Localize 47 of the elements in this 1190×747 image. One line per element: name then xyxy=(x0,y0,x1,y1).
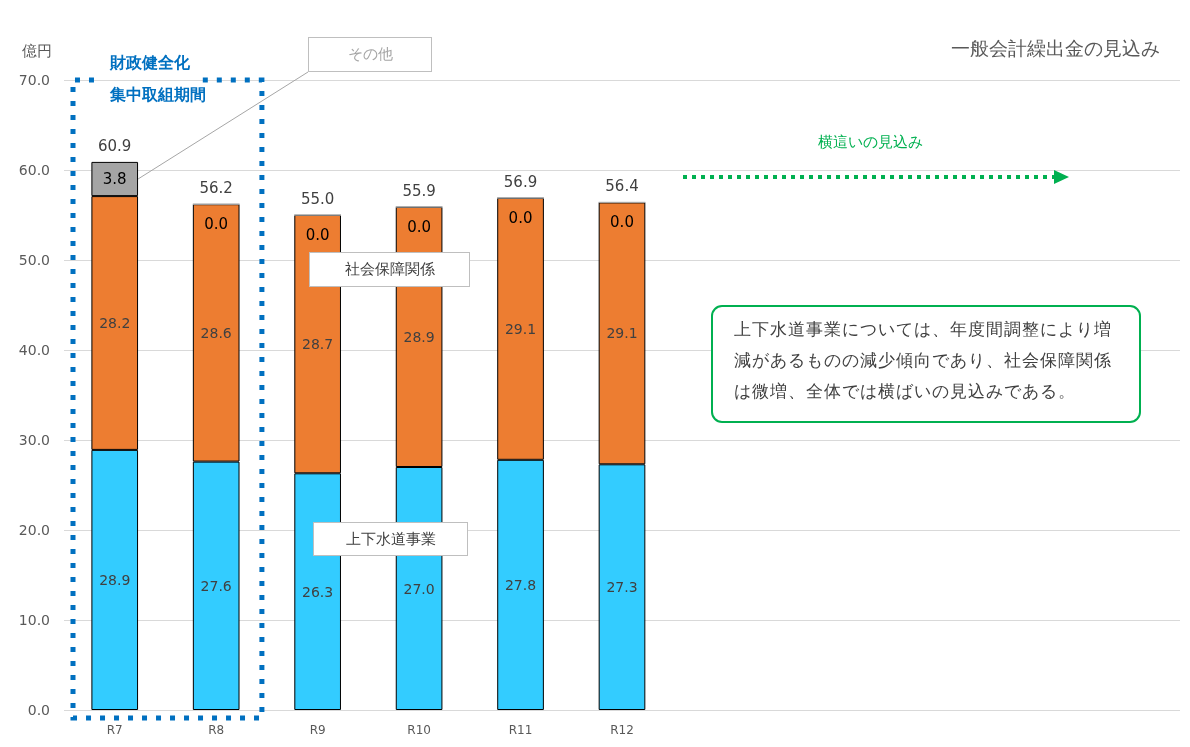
y-tick-label: 30.0 xyxy=(18,432,50,448)
x-tick-label: R12 xyxy=(610,723,634,737)
y-tick-label: 40.0 xyxy=(18,342,50,358)
data-label: 27.8 xyxy=(504,576,537,593)
data-label: 27.3 xyxy=(606,579,638,596)
data-label: 26.3 xyxy=(302,583,334,600)
y-axis-title: 億円 xyxy=(22,41,52,60)
total-label: 56.4 xyxy=(605,177,639,196)
chart-title: 一般会計繰出金の見込み xyxy=(951,36,1160,59)
y-tick-label: 0.0 xyxy=(27,702,50,718)
data-label: 0.0 xyxy=(508,208,533,227)
total-label: 55.9 xyxy=(402,181,436,200)
data-label: 28.9 xyxy=(99,571,131,588)
callout-box: 社会保障関係 xyxy=(309,252,470,287)
data-label: 0.0 xyxy=(305,226,330,244)
data-label: 29.1 xyxy=(606,325,638,342)
x-tick-label: R9 xyxy=(309,723,326,737)
x-tick-label: R11 xyxy=(508,723,533,737)
y-tick-label: 20.0 xyxy=(18,522,50,538)
total-label: 55.0 xyxy=(300,190,335,208)
x-tick-label: R10 xyxy=(407,723,431,737)
data-label: 28.7 xyxy=(302,336,334,353)
callout-box: 上下水道事業 xyxy=(313,522,468,556)
data-label: 28.9 xyxy=(403,328,435,345)
callout-box: その他 xyxy=(308,37,432,72)
y-tick-label: 60.0 xyxy=(18,162,50,178)
y-tick-label: 70.0 xyxy=(18,72,50,88)
total-label: 56.2 xyxy=(199,179,233,198)
y-tick-label: 10.0 xyxy=(18,612,50,628)
total-label: 60.9 xyxy=(98,136,132,155)
data-label: 0.0 xyxy=(407,217,432,236)
annotation: 財政健全化集中取組期間 xyxy=(110,52,207,106)
total-label: 56.9 xyxy=(503,172,538,191)
data-label: 28.2 xyxy=(99,315,131,331)
annotation: 横這いの見込み xyxy=(817,132,923,152)
x-tick-label: R7 xyxy=(106,723,123,737)
x-tick-label: R8 xyxy=(208,723,225,737)
data-label: 3.8 xyxy=(102,170,127,188)
data-label: 29.1 xyxy=(504,320,537,337)
data-label: 0.0 xyxy=(204,215,229,234)
data-label: 27.6 xyxy=(200,577,232,594)
data-label: 28.6 xyxy=(200,324,232,341)
y-tick-label: 50.0 xyxy=(18,252,50,268)
data-label: 27.0 xyxy=(403,580,435,597)
data-label: 0.0 xyxy=(610,213,634,232)
note-box: 上下水道事業については、年度間調整により増減があるものの減少傾向であり、社会保障関係は微増、全体では横ばいの見込みである。 xyxy=(711,305,1141,423)
annotation: 上下水道事業については、年度間調整により増減があるものの減少傾向であり、社会保障関係は微増、全体では横ばいの見込みである。 xyxy=(734,318,1113,403)
